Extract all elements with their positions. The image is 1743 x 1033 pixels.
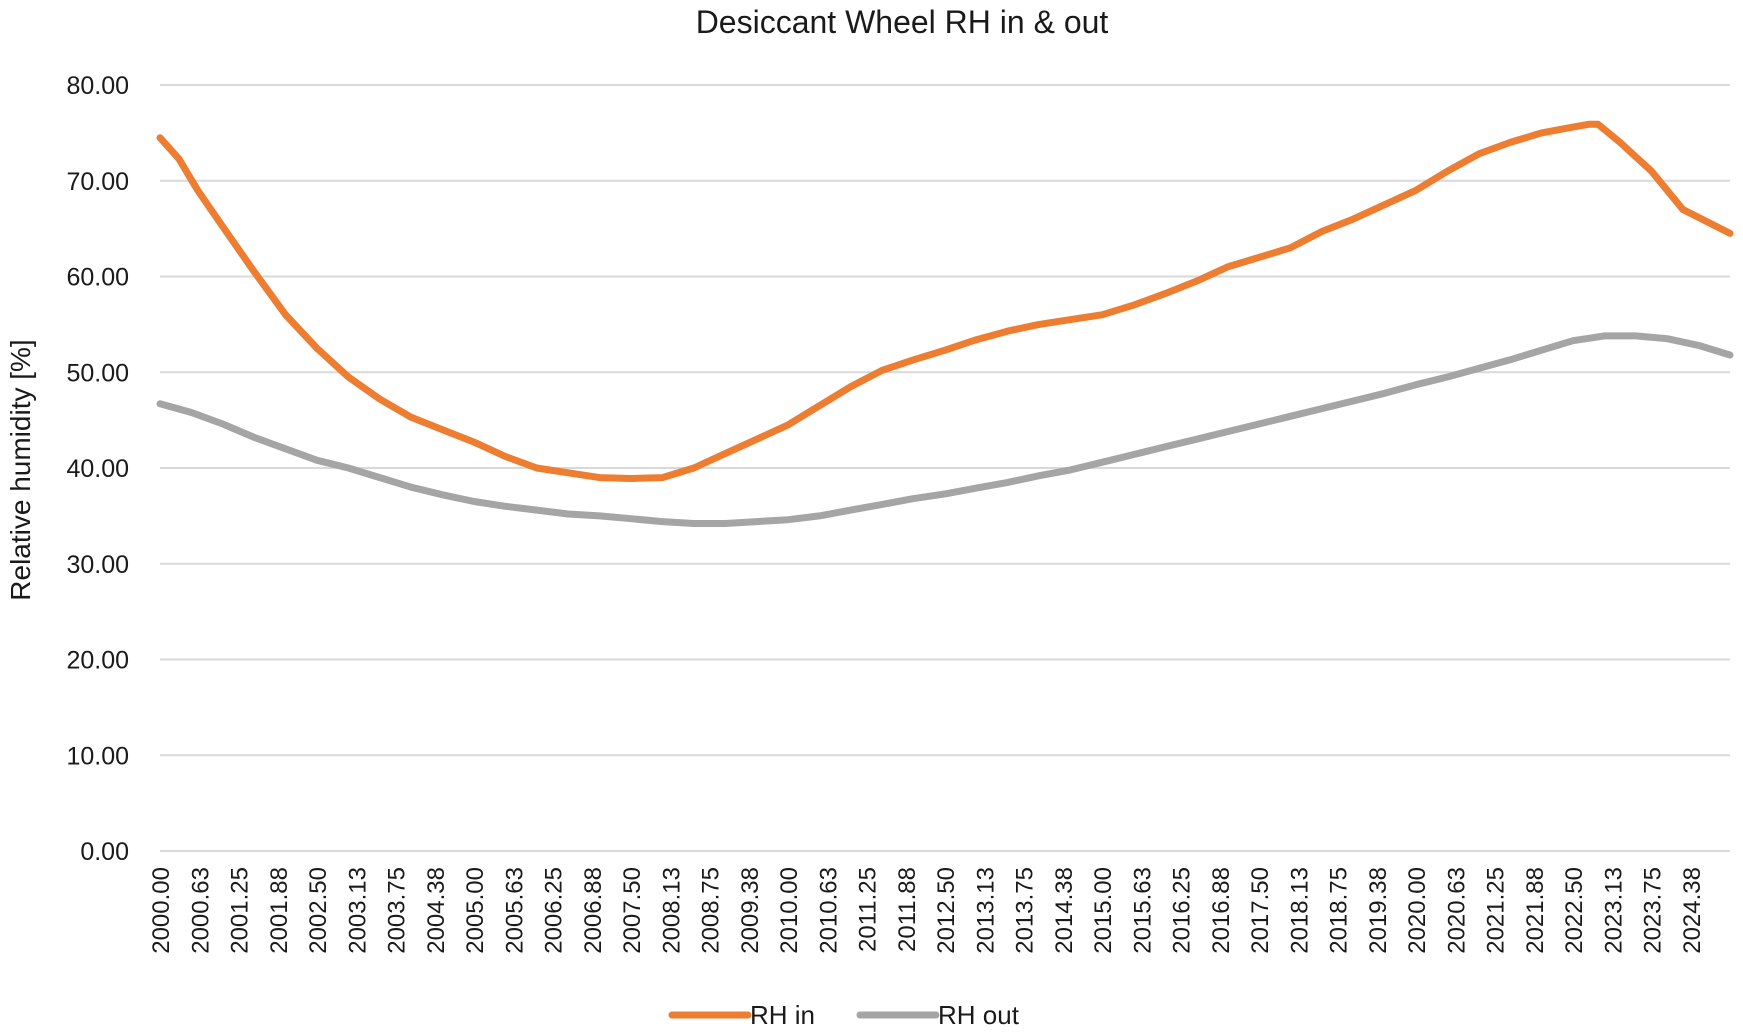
y-tick-label: 50.00 [66, 359, 129, 387]
x-tick-label: 2006.88 [580, 867, 607, 954]
series-line-rh-in [156, 120, 1734, 482]
x-tick-label: 2003.13 [345, 867, 372, 954]
x-tick-label: 2023.75 [1640, 867, 1667, 954]
y-tick-label: 70.00 [66, 168, 129, 196]
x-axis-ticks: 2000.00 2000.63 2001.25 2001.88 2002.50 2003.… [148, 867, 1706, 954]
y-axis-ticks: 0.00 10.00 20.00 30.00 40.00 50.00 60.00 70.00 8… [66, 72, 129, 866]
y-tick-label: 60.00 [66, 264, 129, 292]
x-tick-label: 2006.25 [541, 867, 568, 954]
legend: RH in RH out [668, 1000, 1020, 1030]
x-tick-label: 2004.38 [423, 867, 450, 954]
x-tick-label: 2001.25 [227, 867, 254, 954]
x-tick-label: 2021.88 [1522, 867, 1549, 954]
x-tick-label: 2013.13 [973, 867, 1000, 954]
y-tick-label: 10.00 [66, 742, 129, 770]
x-tick-label: 2019.38 [1365, 867, 1392, 954]
x-tick-label: 2024.38 [1679, 867, 1706, 954]
x-tick-label: 2021.25 [1483, 867, 1510, 954]
x-tick-label: 2018.75 [1326, 867, 1353, 954]
x-tick-label: 2012.50 [933, 867, 960, 954]
x-tick-label: 2016.88 [1208, 867, 1235, 954]
x-tick-label: 2022.50 [1561, 867, 1588, 954]
x-tick-label: 2016.25 [1169, 867, 1196, 954]
x-tick-label: 2014.38 [1051, 867, 1078, 954]
x-tick-label: 2023.13 [1601, 867, 1628, 954]
legend-label: RH in [750, 1000, 815, 1030]
x-tick-label: 2007.50 [619, 867, 646, 954]
series-line-rh-out [156, 332, 1734, 527]
x-tick-label: 2008.13 [659, 867, 686, 954]
x-tick-label: 2005.63 [502, 867, 529, 954]
x-tick-label: 2018.13 [1287, 867, 1314, 954]
x-tick-label: 2005.00 [462, 867, 489, 954]
x-tick-label: 2002.50 [305, 867, 332, 954]
y-axis-label: Relative humidity [%] [5, 339, 36, 600]
x-tick-label: 2010.00 [776, 867, 803, 954]
x-tick-label: 2008.75 [698, 867, 725, 954]
y-tick-label: 0.00 [80, 838, 129, 866]
x-tick-label: 2001.88 [266, 867, 293, 954]
gridlines [160, 84, 1730, 852]
x-tick-label: 2020.00 [1404, 867, 1431, 954]
x-tick-label: 2013.75 [1012, 867, 1039, 954]
x-tick-label: 2003.75 [384, 867, 411, 954]
x-tick-label: 2010.63 [816, 867, 843, 954]
y-tick-label: 30.00 [66, 551, 129, 579]
x-tick-label: 2020.63 [1444, 867, 1471, 954]
x-tick-label: 2011.88 [894, 867, 921, 952]
x-tick-label: 2011.25 [855, 867, 882, 952]
x-tick-label: 2000.63 [188, 867, 215, 954]
chart-title: Desiccant Wheel RH in & out [696, 4, 1109, 40]
y-tick-label: 20.00 [66, 647, 129, 675]
x-tick-label: 2000.00 [148, 867, 175, 954]
series-lines [156, 120, 1734, 527]
x-tick-label: 2009.38 [737, 867, 764, 954]
x-tick-label: 2015.63 [1130, 867, 1157, 954]
x-tick-label: 2017.50 [1247, 867, 1274, 954]
y-tick-label: 80.00 [66, 72, 129, 100]
x-tick-label: 2015.00 [1090, 867, 1117, 954]
y-tick-label: 40.00 [66, 455, 129, 483]
legend-label: RH out [938, 1000, 1020, 1030]
